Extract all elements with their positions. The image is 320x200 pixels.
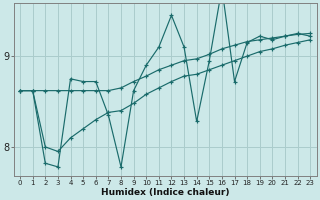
X-axis label: Humidex (Indice chaleur): Humidex (Indice chaleur): [101, 188, 229, 197]
